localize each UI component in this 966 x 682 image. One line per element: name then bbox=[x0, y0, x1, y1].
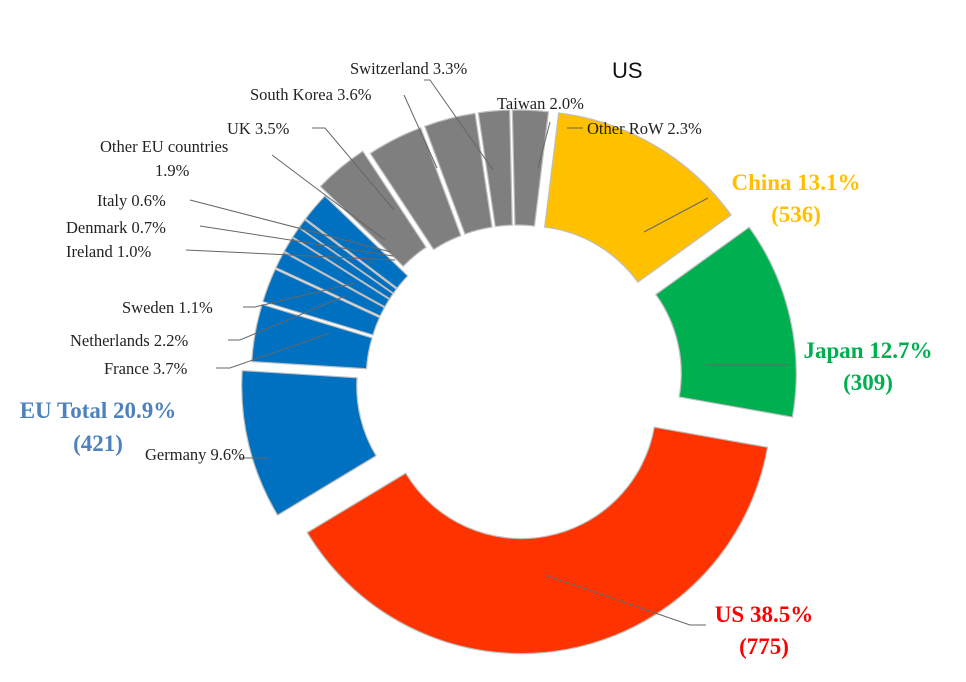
leader-line-sweden bbox=[243, 282, 356, 308]
label-germany: Germany 9.6% bbox=[145, 445, 245, 464]
slices-group bbox=[241, 109, 797, 655]
slice-china bbox=[543, 112, 732, 284]
china-label: China 13.1% bbox=[731, 170, 860, 195]
label-taiwan: Taiwan 2.0% bbox=[497, 94, 584, 113]
slice-denmark bbox=[291, 227, 394, 300]
leader-line-france bbox=[216, 332, 331, 369]
label-south-korea: South Korea 3.6% bbox=[250, 85, 372, 104]
slice-france bbox=[251, 303, 373, 370]
leader-line-ireland bbox=[185, 249, 396, 261]
slice-other-eu bbox=[304, 195, 409, 289]
leader-line-us bbox=[544, 574, 706, 626]
leader-line-taiwan bbox=[537, 121, 551, 169]
japan-label: Japan 12.7% bbox=[803, 338, 932, 363]
china-sublabel: (536) bbox=[771, 202, 821, 227]
leader-line-italy bbox=[189, 199, 392, 253]
leader-line-switzerland bbox=[424, 79, 494, 171]
slice-switzerland bbox=[424, 112, 493, 235]
leader-line-denmark bbox=[199, 225, 394, 257]
label-denmark: Denmark 0.7% bbox=[66, 218, 166, 237]
slice-italy bbox=[298, 218, 398, 295]
slice-other-row bbox=[511, 109, 550, 227]
slice-germany bbox=[241, 369, 377, 516]
label-italy: Italy 0.6% bbox=[97, 191, 166, 210]
slice-japan bbox=[654, 226, 797, 418]
us-sublabel: (775) bbox=[739, 634, 789, 659]
japan-sublabel: (309) bbox=[843, 370, 893, 395]
slice-us bbox=[306, 426, 769, 655]
eu-total-label: EU Total 20.9% bbox=[20, 398, 177, 423]
slice-ireland bbox=[283, 236, 391, 308]
leader-line-south-korea bbox=[403, 94, 438, 169]
label-switzerland: Switzerland 3.3% bbox=[350, 59, 468, 78]
label-other-eu-line2: 1.9% bbox=[155, 161, 190, 180]
leader-lines bbox=[185, 79, 788, 626]
chart-title: US bbox=[612, 58, 643, 83]
leader-line-netherlands bbox=[228, 295, 346, 341]
slice-taiwan bbox=[477, 109, 513, 228]
slice-uk bbox=[319, 150, 427, 268]
label-france: France 3.7% bbox=[104, 359, 188, 378]
label-ireland: Ireland 1.0% bbox=[66, 242, 151, 261]
leader-line-other-eu bbox=[271, 154, 386, 241]
label-other-row: Other RoW 2.3% bbox=[587, 119, 702, 138]
slice-netherlands bbox=[262, 268, 381, 336]
slice-south-korea bbox=[369, 127, 462, 251]
slice-sweden bbox=[275, 251, 386, 317]
eu-total-sublabel: (421) bbox=[73, 431, 123, 456]
us-label: US 38.5% bbox=[715, 602, 813, 627]
label-netherlands: Netherlands 2.2% bbox=[70, 331, 188, 350]
leader-line-uk bbox=[312, 127, 395, 211]
label-uk: UK 3.5% bbox=[227, 119, 290, 138]
leader-line-china bbox=[643, 197, 709, 233]
label-sweden: Sweden 1.1% bbox=[122, 298, 213, 317]
label-other-eu-line1: Other EU countries bbox=[100, 137, 228, 156]
